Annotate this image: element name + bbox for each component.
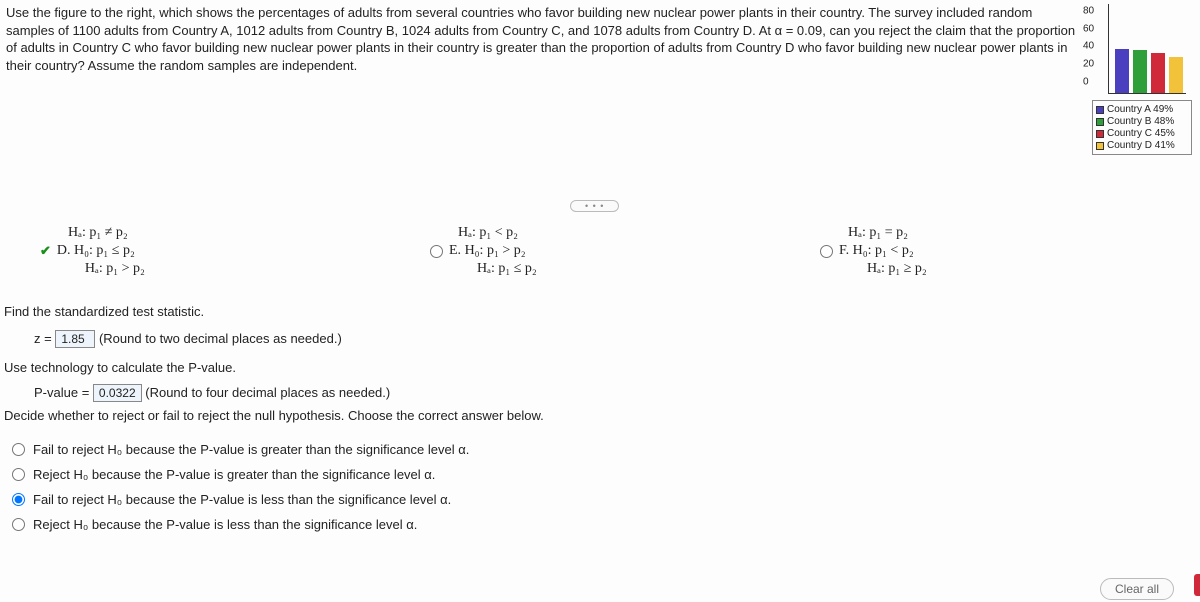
legend-label: Country A 49% [1107, 104, 1173, 115]
pvalue-label: P-value = [34, 385, 89, 400]
legend-swatch [1096, 142, 1104, 150]
z-label: z = [34, 331, 52, 346]
pvalue-instruction: Use technology to calculate the P-value. [4, 360, 1194, 375]
chart-bar [1115, 49, 1129, 93]
z-input[interactable]: 1.85 [55, 330, 95, 348]
pvalue-input[interactable]: 0.0322 [93, 384, 142, 402]
decision-text: Fail to reject H₀ because the P-value is… [33, 492, 451, 507]
clear-all-button[interactable]: Clear all [1100, 578, 1174, 600]
decision-text: Reject H₀ because the P-value is greater… [33, 467, 435, 482]
legend-swatch [1096, 118, 1104, 126]
decision-radio-2[interactable] [12, 493, 25, 506]
radio-option-d[interactable]: ✔ [40, 243, 51, 259]
option-col1-ha-top: Hₐ: p₁ ≠ p₂ [40, 225, 390, 241]
pvalue-hint: (Round to four decimal places as needed.… [145, 385, 390, 400]
chart-legend: Country A 49%Country B 48%Country C 45%C… [1092, 100, 1192, 155]
option-e-letter: E. [449, 243, 461, 258]
legend-label: Country C 45% [1107, 128, 1175, 139]
option-f-ha: Hₐ: p₁ ≥ p₂ [839, 261, 927, 277]
expand-button[interactable]: • • • [570, 200, 619, 212]
legend-row: Country D 41% [1096, 140, 1188, 151]
chart-bar [1133, 50, 1147, 93]
legend-swatch [1096, 130, 1104, 138]
question-prompt: Use the figure to the right, which shows… [0, 0, 1090, 74]
radio-option-e[interactable] [430, 245, 443, 258]
legend-row: Country C 45% [1096, 128, 1188, 139]
option-col2-ha-top: Hₐ: p₁ < p₂ [430, 225, 780, 241]
decision-row: Fail to reject H₀ because the P-value is… [12, 492, 469, 507]
decision-radio-0[interactable] [12, 443, 25, 456]
legend-row: Country A 49% [1096, 104, 1188, 115]
legend-swatch [1096, 106, 1104, 114]
ytick-label: 20 [1083, 59, 1094, 70]
option-e-h0: H₀: p₁ > p₂ [465, 243, 526, 258]
decision-text: Fail to reject H₀ because the P-value is… [33, 442, 469, 457]
ytick-label: 80 [1083, 5, 1094, 16]
find-statistic-label: Find the standardized test statistic. [4, 304, 1194, 319]
decision-prompt: Decide whether to reject or fail to reje… [4, 408, 1194, 423]
option-col3-ha-top: Hₐ: p₁ = p₂ [820, 225, 1170, 241]
radio-option-f[interactable] [820, 245, 833, 258]
z-hint: (Round to two decimal places as needed.) [99, 331, 342, 346]
hypothesis-options: Hₐ: p₁ ≠ p₂ ✔ D. H₀: p₁ ≤ p₂ Hₐ: p₁ > p₂… [0, 225, 1170, 279]
option-e-ha: Hₐ: p₁ ≤ p₂ [449, 261, 537, 277]
decision-text: Reject H₀ because the P-value is less th… [33, 517, 417, 532]
decision-radio-3[interactable] [12, 518, 25, 531]
chart-bar [1151, 53, 1165, 93]
option-f-letter: F. [839, 243, 849, 258]
ytick-label: 60 [1083, 23, 1094, 34]
bar-chart: 020406080100 Country A 49%Country B 48%C… [1086, 4, 1186, 155]
ytick-label: 40 [1083, 41, 1094, 52]
ytick-label: 0 [1083, 77, 1089, 88]
legend-label: Country B 48% [1107, 116, 1174, 127]
decision-options: Fail to reject H₀ because the P-value is… [12, 432, 469, 542]
decision-radio-1[interactable] [12, 468, 25, 481]
legend-label: Country D 41% [1107, 140, 1175, 151]
legend-row: Country B 48% [1096, 116, 1188, 127]
chart-bar [1169, 57, 1183, 93]
side-tab[interactable] [1194, 574, 1200, 596]
option-d-h0: H₀: p₁ ≤ p₂ [74, 243, 135, 258]
option-f-h0: H₀: p₁ < p₂ [853, 243, 914, 258]
decision-row: Fail to reject H₀ because the P-value is… [12, 442, 469, 457]
decision-row: Reject H₀ because the P-value is less th… [12, 517, 469, 532]
option-d-ha: Hₐ: p₁ > p₂ [57, 261, 145, 277]
decision-row: Reject H₀ because the P-value is greater… [12, 467, 469, 482]
option-d-letter: D. [57, 243, 71, 258]
